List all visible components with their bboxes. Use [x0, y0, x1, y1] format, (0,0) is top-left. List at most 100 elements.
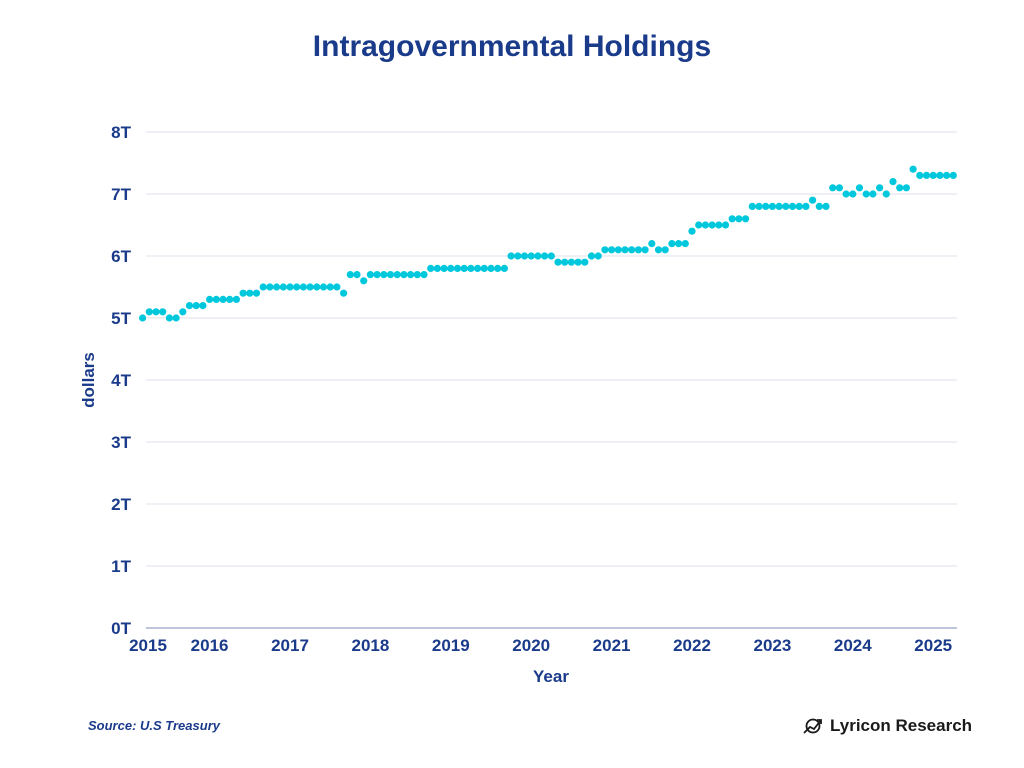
data-point	[835, 184, 844, 192]
data-point	[869, 190, 877, 198]
data-point	[239, 289, 247, 297]
data-point	[507, 252, 515, 260]
data-point	[715, 221, 723, 229]
data-point	[346, 271, 354, 279]
data-point	[668, 240, 676, 248]
data-point	[862, 190, 870, 198]
data-point	[574, 258, 582, 266]
data-point	[353, 271, 361, 279]
data-point	[688, 227, 696, 235]
data-point	[701, 221, 710, 229]
data-point	[554, 258, 562, 266]
y-tick-label: 7T	[111, 185, 131, 204]
x-tick-label: 2016	[191, 636, 229, 655]
data-point	[829, 184, 837, 192]
data-point	[768, 202, 777, 210]
x-tick-label: 2024	[834, 636, 872, 655]
data-point	[721, 221, 730, 229]
data-point	[755, 202, 763, 210]
data-point	[447, 264, 455, 272]
data-point	[681, 240, 689, 248]
data-point	[661, 246, 669, 254]
data-point	[467, 264, 475, 272]
data-point	[273, 283, 281, 291]
y-tick-labels: 0T 1T 2T 3T 4T 5T 6T 7T 8T	[111, 123, 131, 638]
data-point	[286, 283, 294, 291]
data-point	[453, 264, 462, 272]
data-point	[889, 178, 897, 186]
data-point	[822, 202, 830, 210]
x-tick-label: 2022	[673, 636, 711, 655]
data-point	[179, 308, 187, 316]
data-point	[427, 264, 435, 272]
y-tick-label: 4T	[111, 371, 131, 390]
brand-logo: Lyricon Research	[803, 716, 972, 736]
data-point	[232, 295, 240, 303]
data-point	[628, 246, 636, 254]
data-point	[420, 271, 428, 279]
data-point	[634, 246, 643, 254]
data-point	[212, 295, 220, 303]
data-point	[165, 314, 173, 322]
data-point	[145, 308, 153, 316]
data-point	[896, 184, 904, 192]
data-point	[534, 252, 542, 260]
data-point	[735, 215, 743, 223]
data-point	[380, 271, 388, 279]
data-point	[936, 171, 944, 179]
data-point	[842, 190, 850, 198]
data-point	[728, 215, 736, 223]
data-point	[386, 271, 395, 279]
data-point	[266, 283, 274, 291]
data-point	[929, 171, 937, 179]
data-point	[400, 271, 408, 279]
data-point	[360, 277, 368, 285]
x-tick-label: 2019	[432, 636, 470, 655]
data-point	[547, 252, 555, 260]
data-point	[460, 264, 468, 272]
data-point	[487, 264, 495, 272]
data-point	[654, 246, 663, 254]
data-point	[319, 283, 328, 291]
y-axis-label: dollars	[79, 352, 98, 408]
data-point	[206, 295, 214, 303]
data-point	[675, 240, 683, 248]
data-point	[527, 252, 535, 260]
y-tick-label: 5T	[111, 309, 131, 328]
data-point	[299, 283, 307, 291]
data-points	[139, 165, 957, 322]
data-point	[748, 202, 756, 210]
data-point	[876, 184, 884, 192]
x-tick-labels: 2015 2016 2017 2018 2019 2020 2021 2022 2023 2024…	[129, 636, 952, 655]
data-point	[581, 258, 589, 266]
x-tick-label: 2021	[593, 636, 631, 655]
data-point	[788, 202, 797, 210]
data-point	[226, 295, 234, 303]
data-point	[413, 271, 421, 279]
x-tick-label: 2020	[512, 636, 550, 655]
data-point	[373, 271, 381, 279]
data-point	[393, 271, 401, 279]
data-point	[172, 314, 180, 322]
y-tick-label: 3T	[111, 433, 131, 452]
data-point	[561, 258, 569, 266]
data-point	[279, 283, 287, 291]
data-point	[587, 252, 596, 260]
data-point	[199, 302, 207, 310]
data-point	[494, 264, 502, 272]
data-point	[922, 171, 931, 179]
y-tick-label: 2T	[111, 495, 131, 514]
data-point	[246, 289, 254, 297]
source-note: Source: U.S Treasury	[88, 718, 220, 733]
data-point	[601, 246, 609, 254]
data-point	[695, 221, 703, 229]
data-point	[333, 283, 341, 291]
x-axis-label: Year	[533, 667, 569, 686]
data-point	[855, 184, 864, 192]
data-point	[641, 246, 649, 254]
grid-lines	[146, 131, 957, 629]
data-point	[614, 246, 622, 254]
data-point	[192, 302, 200, 310]
data-point	[500, 264, 508, 272]
data-point	[440, 264, 448, 272]
